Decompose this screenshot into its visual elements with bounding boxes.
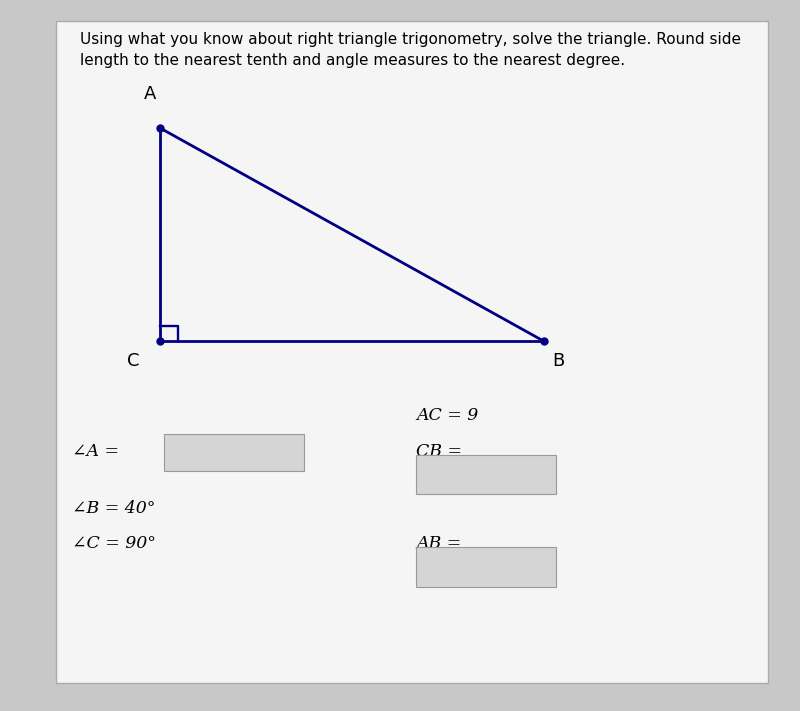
Text: ∠C = 90°: ∠C = 90°: [72, 535, 156, 552]
Bar: [416, 547, 556, 587]
Text: CB =: CB =: [416, 443, 462, 460]
Bar: [164, 434, 304, 471]
Text: Using what you know about right triangle trigonometry, solve the triangle. Round: Using what you know about right triangle…: [80, 32, 741, 47]
Text: C: C: [127, 352, 140, 370]
Text: A: A: [144, 85, 156, 103]
Text: AB =: AB =: [416, 535, 462, 552]
Text: B: B: [552, 352, 564, 370]
Bar: [416, 455, 556, 494]
Text: ∠A =: ∠A =: [72, 443, 119, 460]
Text: ∠B = 40°: ∠B = 40°: [72, 500, 155, 517]
Text: length to the nearest tenth and angle measures to the nearest degree.: length to the nearest tenth and angle me…: [80, 53, 625, 68]
FancyBboxPatch shape: [56, 21, 768, 683]
Text: AC = 9: AC = 9: [416, 407, 478, 424]
